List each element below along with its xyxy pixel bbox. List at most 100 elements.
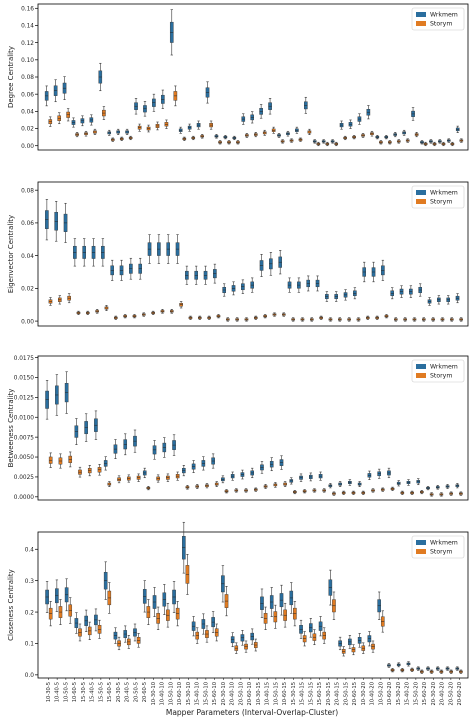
y-tick-label: 0.08 — [21, 188, 34, 194]
x-tick-label: 15-60-5 — [107, 682, 113, 702]
x-tick-label: 10-40-20 — [370, 682, 376, 706]
x-tick-label: 15-40-15 — [300, 682, 306, 706]
y-tick-label: 0.14 — [21, 24, 34, 30]
legend-label: Storym — [430, 21, 452, 28]
x-tick-label: 15-50-15 — [308, 682, 314, 706]
x-tick-label: 15-30-10 — [186, 682, 192, 706]
x-tick-label: 15-50-5 — [98, 682, 104, 702]
plot-frame — [37, 181, 469, 327]
x-tick-label: 15-40-10 — [195, 682, 201, 706]
y-tick-label: 0.0025 — [14, 475, 35, 481]
x-tick-label: 10-30-15 — [256, 682, 262, 706]
y-tick-label: 0.0175 — [14, 356, 35, 362]
y-tick-label: 0.02 — [21, 127, 34, 133]
plot-frame — [37, 3, 469, 151]
x-tick-label: 20-60-15 — [352, 682, 358, 706]
y-axis-label: Closeness Centrality — [7, 569, 15, 641]
x-tick-label: 10-30-5 — [46, 682, 52, 702]
legend-label: Storym — [430, 373, 452, 380]
x-tick-label: 15-50-10 — [203, 682, 209, 706]
x-tick-label: 20-50-5 — [133, 682, 139, 702]
x-tick-label: 20-30-5 — [116, 682, 122, 702]
legend-label: Wrkmem — [430, 190, 458, 197]
x-tick-label: 20-30-15 — [326, 682, 332, 706]
plot-frame — [37, 355, 469, 501]
x-tick-label: 20-40-10 — [230, 682, 236, 706]
y-tick-label: 0.04 — [21, 110, 34, 116]
legend-label: Wrkmem — [430, 364, 458, 371]
legend-swatch — [416, 12, 426, 17]
y-tick-label: 0.16 — [21, 6, 34, 12]
y-tick-label: 0.00 — [21, 144, 34, 150]
y-tick-label: 0.0000 — [14, 495, 35, 501]
x-axis-label: Mapper Parameters (Interval-Overlap-Clus… — [166, 708, 338, 717]
legend-label: Storym — [430, 549, 452, 556]
x-tick-label: 15-60-10 — [212, 682, 218, 706]
x-tick-label: 15-30-20 — [396, 682, 402, 706]
x-tick-label: 10-60-20 — [387, 682, 393, 706]
x-tick-label: 20-40-5 — [125, 682, 131, 702]
legend-label: Storym — [430, 199, 452, 206]
legend-swatch — [416, 373, 426, 378]
panel-4: 0.0 0.1 0.2 0.3 0.4 Closeness Centrality Wrkme… — [7, 521, 469, 679]
x-tick-label: 20-50-15 — [343, 682, 349, 706]
x-tick-label: 15-60-20 — [422, 682, 428, 706]
y-tick-label: 0.04 — [21, 254, 34, 260]
x-tick-label: 10-60-5 — [72, 682, 78, 702]
y-tick-label: 0.08 — [21, 75, 34, 81]
x-tick-label: 10-50-20 — [378, 682, 384, 706]
x-tick-label: 20-30-10 — [221, 682, 227, 706]
y-tick-label: 0.0100 — [14, 415, 35, 421]
x-tick-label: 10-30-20 — [361, 682, 367, 706]
x-tick-label: 10-60-15 — [282, 682, 288, 706]
legend-swatch — [416, 21, 426, 26]
x-tick-label: 10-60-10 — [177, 682, 183, 706]
y-tick-label: 0.02 — [21, 287, 34, 293]
panel-1: 0.00 0.02 0.04 0.06 0.08 0.10 0.12 0.14 0.16 Degr… — [7, 3, 469, 151]
x-tick-label: 15-30-15 — [291, 682, 297, 706]
panel-2: 0.00 0.02 0.04 0.06 0.08 Eigenvector Centrali… — [7, 181, 469, 327]
x-tick-label: 10-50-10 — [168, 682, 174, 706]
x-tick-label: 10-30-10 — [151, 682, 157, 706]
y-tick-label: 0.0 — [25, 673, 35, 679]
y-tick-label: 0.0050 — [14, 455, 35, 461]
legend-swatch — [416, 199, 426, 204]
legend-swatch — [416, 540, 426, 545]
legend-swatch — [416, 364, 426, 369]
x-tick-label: 15-60-15 — [317, 682, 323, 706]
y-tick-label: 0.10 — [21, 58, 34, 64]
y-axis-label: Eigenvector Centrality — [7, 215, 15, 293]
y-tick-label: 0.12 — [21, 41, 34, 47]
y-tick-label: 0.3 — [25, 579, 35, 585]
x-tick-label: 15-40-5 — [90, 682, 96, 702]
panel-3: 0.0000 0.0025 0.0050 0.0075 0.0100 0.0125 0.01… — [7, 355, 469, 501]
plot-frame — [37, 531, 469, 679]
x-tick-label: 10-40-5 — [55, 682, 61, 702]
legend-label: Wrkmem — [430, 12, 458, 19]
x-tick-label: 10-50-5 — [63, 682, 69, 702]
legend-swatch — [416, 549, 426, 554]
y-axis-label: Degree Centrality — [7, 46, 15, 108]
x-tick-label: 20-50-10 — [238, 682, 244, 706]
x-tick-label: 15-40-20 — [405, 682, 411, 706]
x-tick-label: 15-50-20 — [413, 682, 419, 706]
x-tick-label: 15-30-5 — [81, 682, 87, 702]
x-tick-label: 20-60-20 — [457, 682, 463, 706]
x-tick-label: 20-60-5 — [142, 682, 148, 702]
x-tick-label: 20-40-20 — [440, 682, 446, 706]
x-tick-label: 20-30-20 — [431, 682, 437, 706]
legend-label: Wrkmem — [430, 540, 458, 547]
y-tick-label: 0.1 — [25, 642, 35, 648]
y-tick-label: 0.06 — [21, 92, 34, 98]
x-tick-label: 20-50-20 — [448, 682, 454, 706]
y-tick-label: 0.4 — [25, 547, 35, 553]
y-tick-label: 0.0075 — [14, 435, 35, 441]
y-tick-label: 0.0150 — [14, 376, 35, 382]
x-tick-label: 10-40-10 — [160, 682, 166, 706]
y-tick-label: 0.00 — [21, 319, 34, 325]
y-tick-label: 0.2 — [25, 610, 35, 616]
x-tick-label: 10-40-15 — [265, 682, 271, 706]
x-tick-label: 20-40-15 — [335, 682, 341, 706]
y-tick-label: 0.06 — [21, 221, 34, 227]
